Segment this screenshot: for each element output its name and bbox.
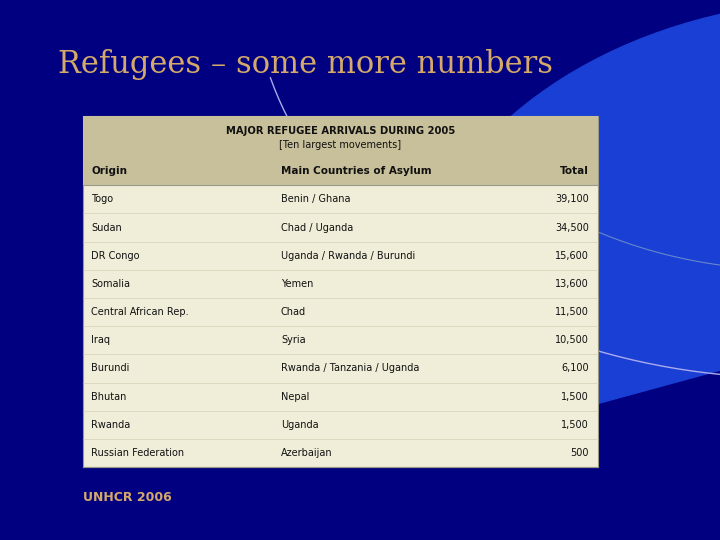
Text: 13,600: 13,600 — [555, 279, 589, 289]
Text: UNHCR 2006: UNHCR 2006 — [83, 491, 171, 504]
Text: MAJOR REFUGEE ARRIVALS DURING 2005: MAJOR REFUGEE ARRIVALS DURING 2005 — [225, 126, 455, 137]
Text: 1,500: 1,500 — [561, 392, 589, 402]
Text: Rwanda / Tanzania / Uganda: Rwanda / Tanzania / Uganda — [281, 363, 419, 374]
Text: Burundi: Burundi — [91, 363, 130, 374]
Text: 10,500: 10,500 — [555, 335, 589, 345]
Text: 39,100: 39,100 — [555, 194, 589, 204]
FancyBboxPatch shape — [83, 116, 598, 157]
Text: Uganda: Uganda — [281, 420, 319, 430]
Text: Rwanda: Rwanda — [91, 420, 131, 430]
Text: Central African Rep.: Central African Rep. — [91, 307, 189, 317]
Text: Somalia: Somalia — [91, 279, 130, 289]
FancyBboxPatch shape — [83, 116, 598, 467]
Text: [Ten largest movements]: [Ten largest movements] — [279, 140, 401, 150]
Text: Syria: Syria — [281, 335, 305, 345]
Text: Refugees – some more numbers: Refugees – some more numbers — [58, 49, 553, 79]
Wedge shape — [403, 0, 720, 449]
Text: Nepal: Nepal — [281, 392, 310, 402]
Text: DR Congo: DR Congo — [91, 251, 140, 261]
Text: 1,500: 1,500 — [561, 420, 589, 430]
Text: Main Countries of Asylum: Main Countries of Asylum — [281, 166, 431, 176]
Text: 500: 500 — [570, 448, 589, 458]
Text: Azerbaijan: Azerbaijan — [281, 448, 333, 458]
Text: 6,100: 6,100 — [562, 363, 589, 374]
Text: Togo: Togo — [91, 194, 114, 204]
Text: Chad / Uganda: Chad / Uganda — [281, 222, 354, 233]
Text: Benin / Ghana: Benin / Ghana — [281, 194, 351, 204]
Text: Total: Total — [560, 166, 589, 176]
Text: Uganda / Rwanda / Burundi: Uganda / Rwanda / Burundi — [281, 251, 415, 261]
Text: Chad: Chad — [281, 307, 306, 317]
Text: Bhutan: Bhutan — [91, 392, 127, 402]
Text: 34,500: 34,500 — [555, 222, 589, 233]
Text: Russian Federation: Russian Federation — [91, 448, 184, 458]
Text: Sudan: Sudan — [91, 222, 122, 233]
Text: 11,500: 11,500 — [555, 307, 589, 317]
Text: 15,600: 15,600 — [555, 251, 589, 261]
Text: Iraq: Iraq — [91, 335, 110, 345]
Text: Origin: Origin — [91, 166, 127, 176]
Text: Yemen: Yemen — [281, 279, 313, 289]
FancyBboxPatch shape — [83, 157, 598, 185]
